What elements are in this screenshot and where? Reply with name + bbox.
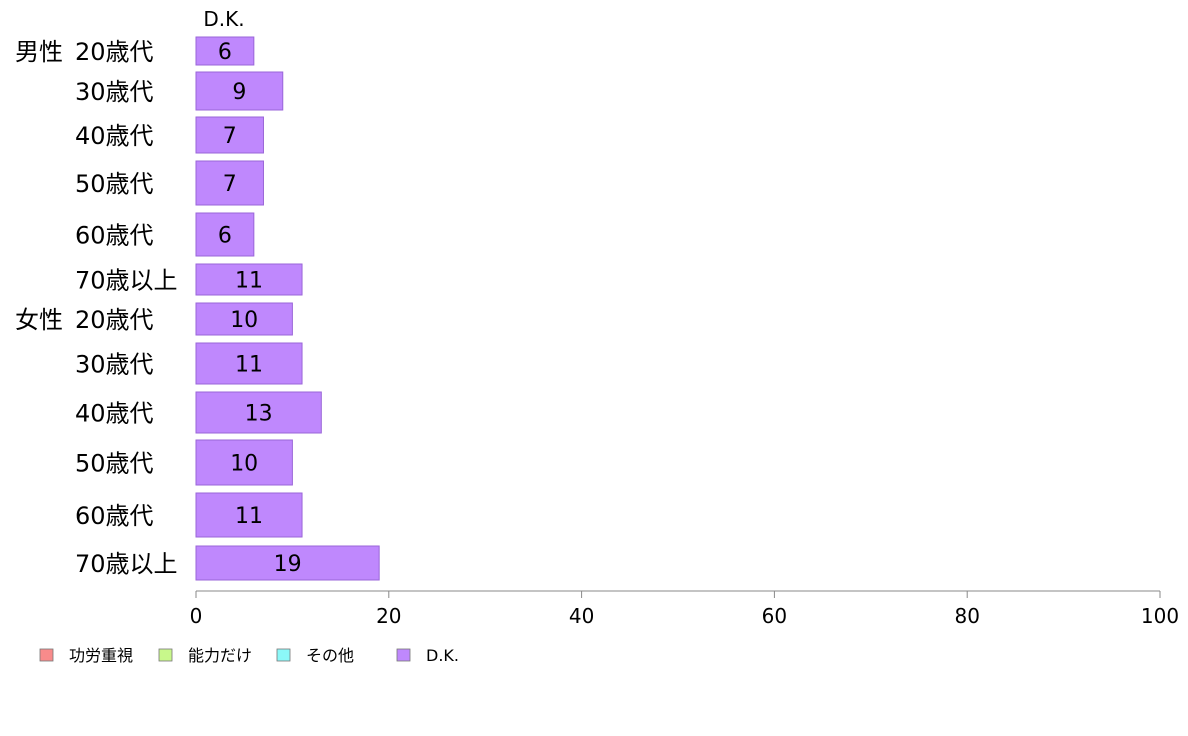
x-tick-label: 20 bbox=[376, 604, 401, 628]
category-label: 30歳代 bbox=[75, 78, 154, 106]
legend-label: 能力だけ bbox=[188, 646, 252, 665]
legend-swatch bbox=[276, 648, 291, 662]
legend-label: その他 bbox=[306, 646, 354, 665]
category-label: 40歳代 bbox=[75, 122, 154, 150]
bar-value-label: 10 bbox=[230, 452, 258, 477]
bar-3-series-1 bbox=[195, 116, 264, 154]
bar-value-label: 13 bbox=[245, 402, 273, 427]
category-label: 40歳代 bbox=[75, 400, 154, 428]
bar-5-series-1 bbox=[195, 212, 255, 257]
bar-10-series-1 bbox=[195, 439, 293, 486]
category-label: 60歳代 bbox=[75, 222, 154, 250]
category-label: 70歳以上 bbox=[75, 550, 178, 578]
bar-12-series-1 bbox=[195, 545, 380, 581]
x-tick-label: 0 bbox=[190, 604, 203, 628]
legend: 功労重視 能力だけ その他 D.K. bbox=[39, 646, 459, 665]
bar-7-series-1 bbox=[195, 302, 293, 336]
x-tick-label: 80 bbox=[954, 604, 979, 628]
x-axis-ticks: 0 20 40 60 80 100 bbox=[190, 591, 1179, 628]
bar-value-label: 11 bbox=[235, 504, 263, 529]
group-label: 女性 bbox=[15, 306, 63, 334]
bar-11-series-1 bbox=[195, 492, 303, 538]
bar-value-label: 7 bbox=[223, 172, 237, 197]
bar-6-series-1 bbox=[195, 263, 303, 296]
legend-swatch bbox=[396, 648, 411, 662]
bar-value-label: 11 bbox=[235, 353, 263, 378]
bar-value-label: 19 bbox=[274, 552, 302, 577]
category-labels: 20歳代 30歳代 40歳代 50歳代 60歳代 70歳以上 20歳代 30歳代 40歳代 50歳… bbox=[75, 38, 178, 578]
bar-9-series-1 bbox=[195, 391, 322, 434]
legend-label: 功労重視 bbox=[69, 646, 133, 665]
x-tick-label: 100 bbox=[1141, 604, 1179, 628]
bar-value-label: 6 bbox=[218, 224, 232, 249]
category-label: 70歳以上 bbox=[75, 267, 178, 295]
legend-swatch bbox=[39, 648, 54, 662]
bar-value-label: 6 bbox=[218, 40, 232, 65]
category-label: 60歳代 bbox=[75, 502, 154, 530]
bar-1-series-1 bbox=[195, 36, 255, 66]
category-label: 20歳代 bbox=[75, 306, 154, 334]
x-tick-label: 60 bbox=[762, 604, 787, 628]
bar-2-series-1 bbox=[195, 71, 284, 111]
bar-value-label: 9 bbox=[232, 80, 246, 105]
category-label: 50歳代 bbox=[75, 450, 154, 478]
category-label: 50歳代 bbox=[75, 170, 154, 198]
bar-8-series-1 bbox=[195, 342, 303, 385]
legend-label: D.K. bbox=[426, 646, 459, 665]
legend-swatch bbox=[158, 648, 173, 662]
category-label: 30歳代 bbox=[75, 351, 154, 379]
group-label: 男性 bbox=[15, 38, 63, 66]
bar-value-label: 11 bbox=[235, 269, 263, 294]
category-label: 20歳代 bbox=[75, 38, 154, 66]
series-header-label: D.K. bbox=[203, 7, 244, 31]
bar-value-label: 10 bbox=[230, 308, 258, 333]
bar-value-label: 7 bbox=[223, 124, 237, 149]
x-tick-label: 40 bbox=[569, 604, 594, 628]
bar-4-series-1 bbox=[195, 160, 264, 206]
